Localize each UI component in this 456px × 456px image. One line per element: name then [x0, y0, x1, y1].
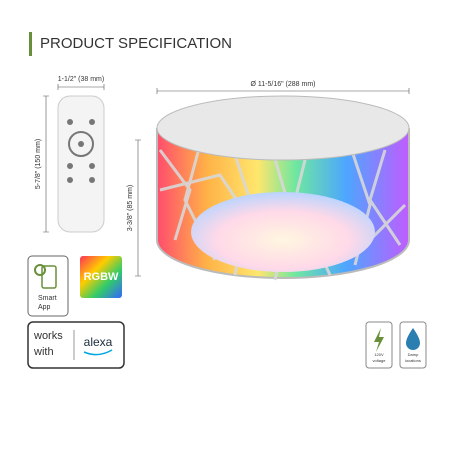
- gear-icon: [34, 264, 46, 276]
- dim-label: 5-7/8" (150 mm): [35, 139, 42, 189]
- rgbw-badge: [80, 256, 122, 298]
- dim-label: 3-3/8" (85 mm): [127, 185, 134, 231]
- drop-icon: [406, 328, 420, 350]
- dim-line: [43, 95, 49, 233]
- feature-text: 120V: [374, 352, 384, 357]
- feature-text: locations: [405, 358, 421, 363]
- feature-text: Damp: [408, 352, 419, 357]
- dim-line: [135, 139, 141, 277]
- title: PRODUCT SPECIFICATION: [40, 35, 232, 52]
- dim-label: Ø 11-5/16" (288 mm): [251, 81, 316, 88]
- dim-line: [57, 84, 105, 90]
- remote: [57, 95, 105, 233]
- badge-text: App: [38, 304, 51, 311]
- badge-text: with: [33, 346, 54, 358]
- dim-line: [156, 88, 410, 94]
- alexa-smile: [83, 349, 113, 356]
- badge-text: Smart: [38, 295, 57, 302]
- alexa-badge: [27, 321, 125, 369]
- smart-app-badge: [27, 255, 69, 317]
- badge-text: works: [33, 330, 63, 342]
- alexa-text: alexa: [84, 335, 113, 349]
- bolt-icon: [374, 328, 384, 352]
- accent-bar: [29, 32, 32, 56]
- lamp: [156, 95, 410, 281]
- rgbw-text: RGBW: [84, 271, 119, 283]
- feature-text: voltage: [373, 358, 387, 363]
- dim-label: 1-1/2" (38 mm): [58, 76, 104, 83]
- phone-icon: [41, 265, 57, 289]
